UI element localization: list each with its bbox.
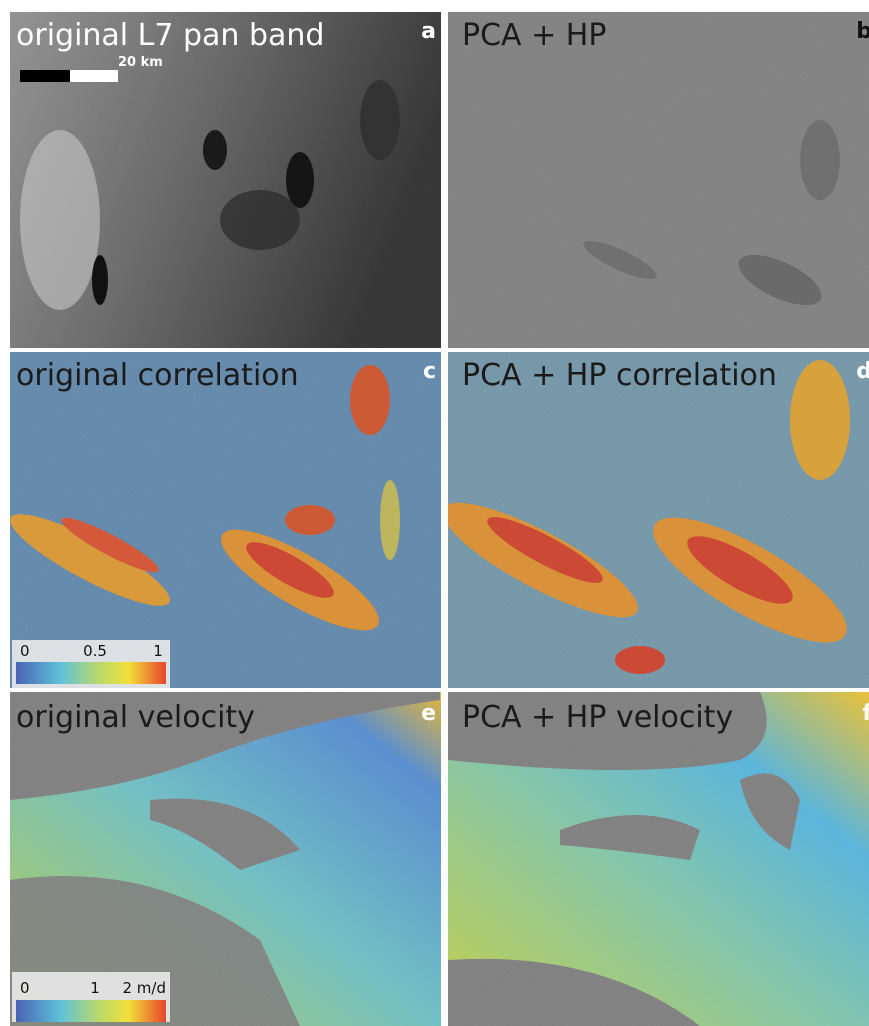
- panel-letter: e: [421, 701, 436, 726]
- colorbar-tick: 1: [90, 979, 100, 997]
- colorbar-tick: 2 m/d: [123, 979, 167, 997]
- colorbar-tick: 0.5: [83, 642, 107, 660]
- panel-label: PCA + HP: [462, 18, 606, 53]
- panel-letter: f: [862, 701, 869, 726]
- colorbar-tick: 0: [20, 642, 30, 660]
- panel-letter: d: [856, 359, 869, 384]
- panel-label: original velocity: [16, 700, 255, 735]
- panel-label: PCA + HP velocity: [462, 700, 733, 735]
- scale-bar-black: [20, 70, 70, 82]
- panel-e: 0 1 2 m/d original velocity e: [10, 692, 441, 1026]
- colorbar: [16, 662, 166, 684]
- colorbar-tick: 1: [153, 642, 163, 660]
- panel-letter: b: [856, 19, 869, 44]
- panel-b: PCA + HP b: [448, 12, 869, 348]
- scale-bar-white: [70, 70, 118, 82]
- colorbar: [16, 1000, 166, 1022]
- panel-letter: c: [423, 359, 436, 384]
- panel-f: PCA + HP velocity f: [448, 692, 869, 1026]
- panel-a: 20 km original L7 pan band a: [10, 12, 441, 348]
- panel-label: PCA + HP correlation: [462, 358, 777, 393]
- scale-bar-label: 20 km: [118, 55, 163, 70]
- panel-d: PCA + HP correlation d: [448, 352, 869, 688]
- panel-letter: a: [421, 19, 436, 44]
- panel-label: original L7 pan band: [16, 18, 324, 53]
- panel-label: original correlation: [16, 358, 299, 393]
- colorbar-tick: 0: [20, 979, 30, 997]
- panel-c: 0 0.5 1 original correlation c: [10, 352, 441, 688]
